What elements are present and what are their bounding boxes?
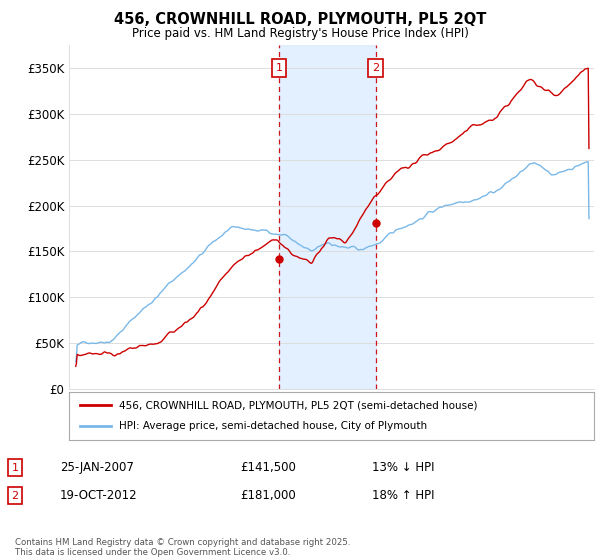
Text: 18% ↑ HPI: 18% ↑ HPI bbox=[372, 489, 434, 502]
Text: £181,000: £181,000 bbox=[240, 489, 296, 502]
Text: 2: 2 bbox=[372, 63, 379, 73]
Bar bbox=[279, 45, 376, 389]
Text: 1: 1 bbox=[275, 63, 283, 73]
Text: £141,500: £141,500 bbox=[240, 461, 296, 474]
Text: HPI: Average price, semi-detached house, City of Plymouth: HPI: Average price, semi-detached house,… bbox=[119, 421, 427, 431]
Text: Price paid vs. HM Land Registry's House Price Index (HPI): Price paid vs. HM Land Registry's House … bbox=[131, 27, 469, 40]
Text: 13% ↓ HPI: 13% ↓ HPI bbox=[372, 461, 434, 474]
Text: Contains HM Land Registry data © Crown copyright and database right 2025.
This d: Contains HM Land Registry data © Crown c… bbox=[15, 538, 350, 557]
Text: 456, CROWNHILL ROAD, PLYMOUTH, PL5 2QT: 456, CROWNHILL ROAD, PLYMOUTH, PL5 2QT bbox=[114, 12, 486, 27]
Text: 1: 1 bbox=[11, 463, 19, 473]
Text: 19-OCT-2012: 19-OCT-2012 bbox=[60, 489, 137, 502]
Text: 2: 2 bbox=[11, 491, 19, 501]
Text: 456, CROWNHILL ROAD, PLYMOUTH, PL5 2QT (semi-detached house): 456, CROWNHILL ROAD, PLYMOUTH, PL5 2QT (… bbox=[119, 400, 478, 410]
Text: 25-JAN-2007: 25-JAN-2007 bbox=[60, 461, 134, 474]
